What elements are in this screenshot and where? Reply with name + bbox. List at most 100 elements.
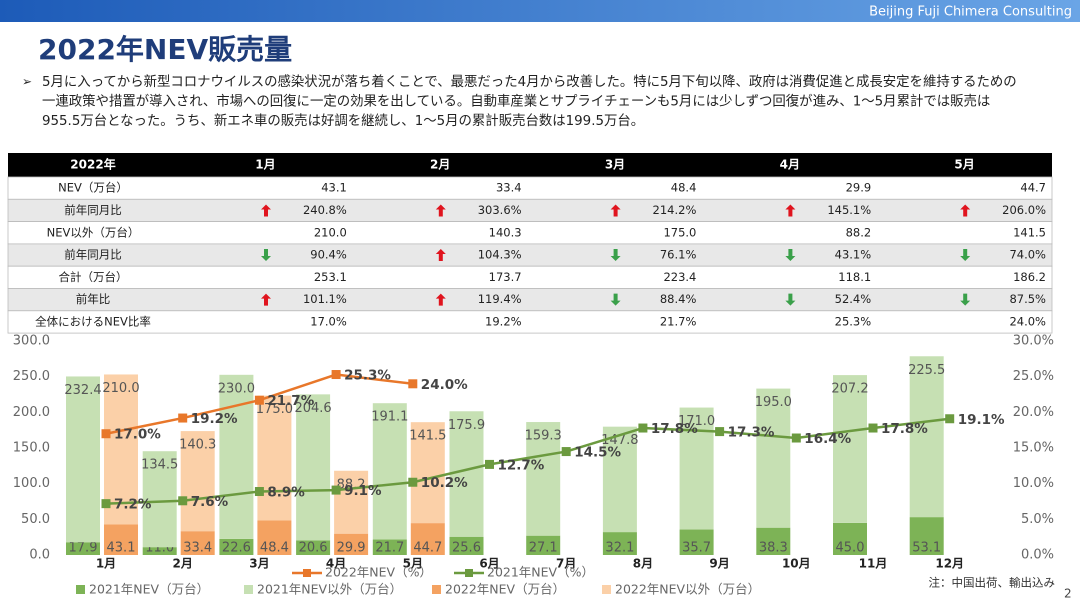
bar-value-label: 17.9: [69, 541, 98, 556]
bar-value-label: 175.9: [448, 418, 485, 433]
bar-value-label: 53.1: [912, 541, 941, 556]
y2-tick-label: 0.0%: [1021, 548, 1054, 563]
line-value-label: 21.7%: [267, 393, 314, 409]
bar-value-label: 225.5: [908, 363, 945, 378]
line-marker: [945, 414, 955, 424]
cell: 141.5: [1013, 225, 1046, 239]
line-marker: [178, 496, 188, 506]
table-row: [7, 176, 1053, 200]
line-value-label: 8.9%: [267, 485, 305, 501]
table-header: 2月: [430, 158, 450, 172]
bar: [526, 422, 561, 536]
x-tick-label: 8月: [633, 557, 653, 571]
bar-value-label: 44.7: [413, 541, 442, 556]
line-marker: [408, 477, 418, 487]
bar: [756, 388, 791, 528]
table-row: [7, 221, 1053, 245]
line-marker: [638, 423, 648, 433]
cell: 101.1%: [303, 292, 347, 306]
cell: 87.5%: [1009, 292, 1046, 306]
y2-tick-label: 10.0%: [1013, 476, 1054, 491]
bar: [909, 356, 944, 518]
company: Beijing Fuji Chimera Consulting: [869, 5, 1072, 20]
cell: 43.1: [321, 181, 347, 195]
cell: 74.0%: [1009, 248, 1046, 262]
cell: 29.9: [846, 181, 872, 195]
arrow-up: [261, 204, 271, 217]
cell: 223.4: [663, 270, 696, 284]
bar: [449, 411, 484, 537]
cell: 33.4: [496, 181, 522, 195]
legend-swatch: [76, 585, 85, 594]
bar: [410, 523, 445, 555]
legend-marker: [303, 569, 311, 577]
bullet-line: 955.5万台となった。うち、新エネ車の販売は好調を継続し、1～5月の累計販売台…: [42, 113, 644, 129]
table-header-bg: [8, 153, 1052, 177]
y-tick-label: 50.0: [21, 512, 50, 527]
cell: 88.2: [846, 225, 872, 239]
bar: [372, 539, 407, 555]
bar: [66, 542, 100, 555]
arrow-up: [435, 249, 446, 262]
cell: 145.1%: [827, 203, 871, 217]
x-tick-label: 2月: [173, 557, 193, 571]
bar: [219, 538, 254, 555]
table: 2022年 1月 2月 3月 4月 5月 NEV（万台） 43.1 33.4 48.4 29.9 44…: [7, 153, 1053, 334]
arrow-down: [785, 249, 796, 262]
table-header: 1月: [255, 158, 275, 172]
bar-value-label: 25.6: [452, 541, 481, 556]
cell: 210.0: [314, 225, 347, 239]
legend-label: 2021年NEV（万台）: [89, 582, 209, 597]
bar-value-label: 171.0: [678, 414, 715, 429]
bar-value-label: 134.5: [141, 458, 178, 473]
legend-label: 2022年NEV（%）: [325, 565, 432, 580]
line-value-label: 12.7%: [498, 457, 545, 473]
cell: 119.4%: [478, 292, 522, 306]
legend-swatch: [602, 585, 611, 594]
line-marker: [561, 447, 571, 457]
bar: [142, 547, 177, 555]
arrow-down: [610, 249, 621, 262]
cell: 21.7%: [660, 314, 697, 328]
cell: 140.3: [489, 225, 522, 239]
line-marker: [254, 487, 264, 497]
table-row: [7, 243, 1053, 267]
bar-value-label: 207.2: [831, 382, 868, 397]
row-label: 全体におけるNEV比率: [35, 314, 151, 328]
y2-tick-label: 15.0%: [1013, 441, 1054, 456]
bar-value-label: 20.6: [299, 541, 328, 556]
x-tick-label: 1月: [96, 557, 116, 571]
bar-value-label: 210.0: [102, 381, 139, 396]
bar: [257, 520, 292, 555]
cell: 118.1: [838, 270, 871, 284]
page-number: 2: [1064, 587, 1072, 601]
table-row: [7, 198, 1053, 223]
line-value-label: 17.8%: [881, 421, 928, 437]
line-marker: [715, 427, 725, 437]
arrow-up: [261, 293, 271, 306]
row-label: 前年同月比: [64, 203, 122, 217]
line-value-label: 19.2%: [191, 411, 238, 427]
bar: [104, 524, 138, 555]
bar-value-label: 33.4: [183, 541, 212, 556]
bullet-mark: ➢: [22, 75, 32, 89]
y-tick-label: 250.0: [13, 369, 50, 384]
line-value-label: 19.1%: [958, 412, 1005, 428]
line: [105, 417, 950, 505]
arrow-up: [435, 293, 446, 306]
cell: 76.1%: [660, 248, 697, 262]
legend-label: 2021年NEV（%）: [487, 565, 594, 580]
bar-value-label: 32.1: [605, 541, 634, 556]
top-bar: [0, 0, 1080, 22]
bar: [180, 531, 215, 555]
legend-label: 2022年NEV以外（万台）: [615, 582, 760, 597]
y-tick-label: 300.0: [13, 334, 50, 349]
line-marker: [868, 423, 878, 433]
row-label: 前年比: [76, 292, 111, 306]
line-value-label: 7.2%: [114, 497, 152, 513]
x-tick-label: 6月: [479, 557, 499, 571]
bar: [833, 375, 867, 523]
bar-value-label: 29.9: [337, 541, 366, 556]
cell: 25.3%: [835, 314, 872, 328]
